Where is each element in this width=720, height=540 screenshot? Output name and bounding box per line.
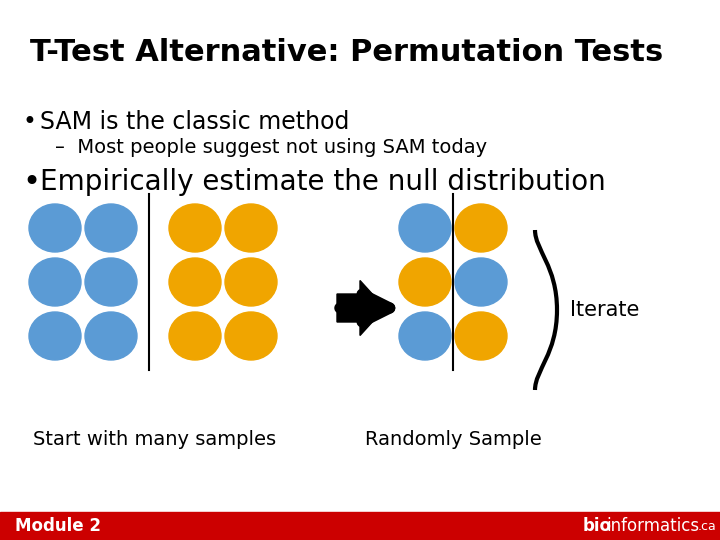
Text: Module 2: Module 2 — [15, 517, 101, 535]
Ellipse shape — [85, 258, 137, 306]
Ellipse shape — [225, 204, 277, 252]
Ellipse shape — [225, 258, 277, 306]
Ellipse shape — [85, 204, 137, 252]
Text: –  Most people suggest not using SAM today: – Most people suggest not using SAM toda… — [55, 138, 487, 157]
Ellipse shape — [29, 204, 81, 252]
Ellipse shape — [455, 312, 507, 360]
Text: bio: bio — [583, 517, 612, 535]
Text: Start with many samples: Start with many samples — [33, 430, 276, 449]
Text: Empirically estimate the null distribution: Empirically estimate the null distributi… — [40, 168, 606, 196]
Text: •: • — [22, 168, 40, 197]
Ellipse shape — [225, 312, 277, 360]
Ellipse shape — [455, 258, 507, 306]
Ellipse shape — [455, 204, 507, 252]
Ellipse shape — [169, 258, 221, 306]
Text: .ca: .ca — [698, 519, 716, 532]
Ellipse shape — [29, 312, 81, 360]
Ellipse shape — [399, 258, 451, 306]
Text: SAM is the classic method: SAM is the classic method — [40, 110, 349, 134]
Ellipse shape — [399, 204, 451, 252]
Text: informatics: informatics — [606, 517, 699, 535]
Text: Randomly Sample: Randomly Sample — [364, 430, 541, 449]
FancyArrow shape — [337, 280, 385, 335]
Bar — [0, 512, 720, 540]
Ellipse shape — [169, 204, 221, 252]
Text: •: • — [22, 110, 36, 134]
Ellipse shape — [169, 312, 221, 360]
Ellipse shape — [399, 312, 451, 360]
Ellipse shape — [29, 258, 81, 306]
Text: Iterate: Iterate — [570, 300, 639, 320]
Ellipse shape — [85, 312, 137, 360]
Text: T-Test Alternative: Permutation Tests: T-Test Alternative: Permutation Tests — [30, 38, 663, 67]
